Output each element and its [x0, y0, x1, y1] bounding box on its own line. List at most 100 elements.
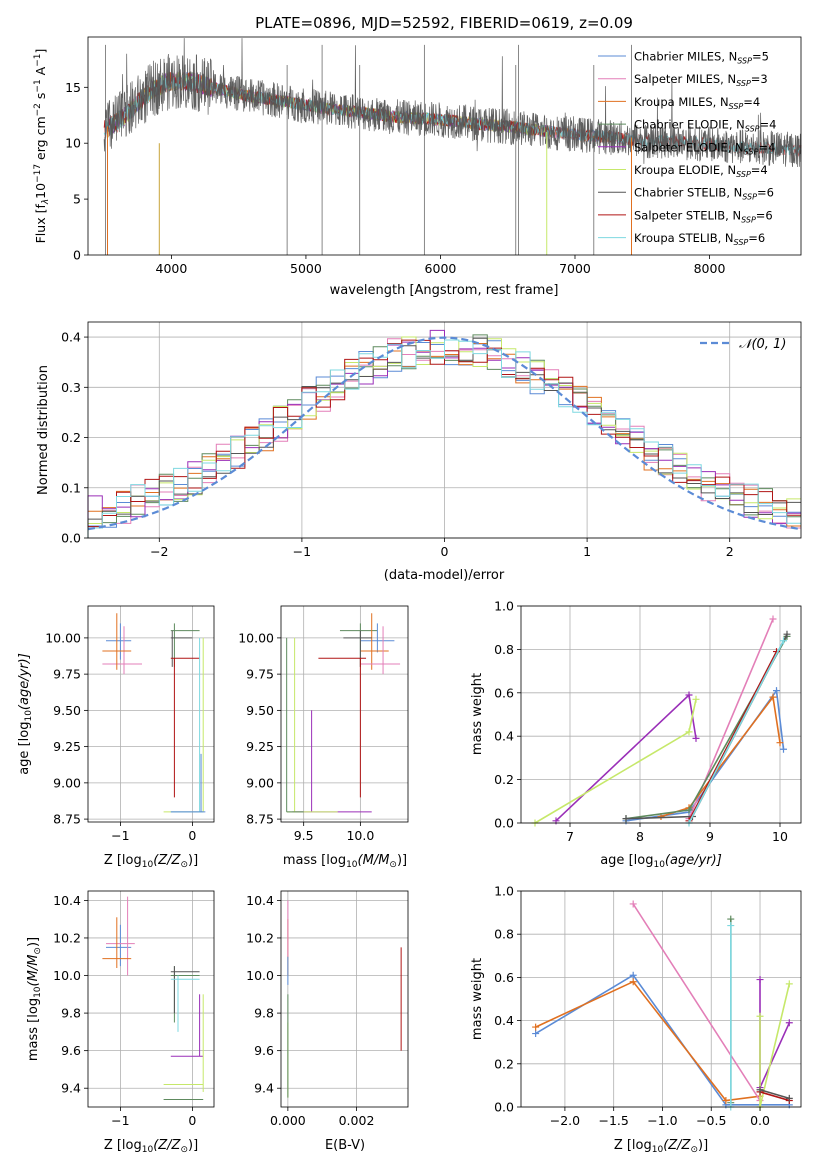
- weight-age-frame: [520, 605, 802, 824]
- y-tick-label: 0: [73, 248, 81, 263]
- y-tick-label: 10.2: [53, 930, 81, 945]
- weight-marker: [785, 1019, 793, 1027]
- legend-count: =6: [748, 231, 765, 245]
- y-tick-label: 9.00: [53, 775, 81, 790]
- x-tick-label: 0.000: [270, 1113, 306, 1128]
- x-tick-label: 0.0: [750, 1113, 770, 1128]
- spectrum-ylabel-exp3: −1: [33, 79, 43, 92]
- y-tick-label: 0.6: [494, 685, 514, 700]
- weight-marker: [532, 1023, 540, 1031]
- spectrum-ylabel-close: ]: [33, 49, 48, 54]
- weight-marker: [756, 1086, 764, 1094]
- weight-marker: [785, 980, 793, 988]
- y-tick-label: 0.3: [61, 380, 81, 395]
- age-mass-frame: [280, 605, 409, 823]
- histogram-step-8: [87, 339, 801, 538]
- age-mass-ticks: 9.5 10.0 8.75 9.00 9.25 9.50 9.75 10.00: [238, 630, 374, 843]
- histogram-steps: [87, 329, 801, 538]
- legend-sub: SSP: [737, 57, 752, 66]
- y-tick-label: 8.75: [246, 812, 274, 827]
- x-tick-label: 8000: [694, 261, 726, 276]
- x-tick-label: 10.0: [346, 828, 374, 843]
- y-tick-label: 0.0: [494, 816, 514, 831]
- x-tick-label: 0.002: [339, 1113, 375, 1128]
- legend-count: =6: [756, 208, 773, 222]
- weight-marker: [629, 900, 637, 908]
- weight-line-8: [759, 1088, 790, 1100]
- x-tick-label: −1: [111, 1113, 129, 1128]
- weight-marker: [685, 806, 693, 814]
- mass-z-grid: [88, 891, 214, 1107]
- weight-marker: [756, 976, 764, 984]
- y-tick-label: 10: [65, 136, 81, 151]
- legend-sub: SSP: [729, 102, 744, 111]
- x-tick-label: 4000: [156, 261, 188, 276]
- weight-z-ticks: −2.0 −1.5 −1.0 −0.5 0.0 0.0 0.2 0.4 0.6 0.8 1.0: [494, 884, 770, 1129]
- histogram-ylabel: Normed distribution: [36, 365, 51, 495]
- y-tick-label: 9.6: [61, 1043, 81, 1058]
- mass-z-errorbars: [102, 896, 204, 1100]
- weight-vs-metallicity-panel: −2.0 −1.5 −1.0 −0.5 0.0 0.0 0.2 0.4 0.6 0.8 1.0 Z …: [470, 884, 802, 1155]
- weight-z-ylabel: mass weight: [470, 958, 485, 1040]
- weight-line-5: [534, 699, 697, 824]
- weight-line-3: [625, 636, 788, 820]
- legend-count: =5: [752, 50, 769, 64]
- weight-marker: [785, 1094, 793, 1102]
- legend-sub: SSP: [734, 238, 749, 247]
- weight-z-lines: [532, 900, 793, 1111]
- y-tick-label: 8.75: [53, 812, 81, 827]
- mass-ebv-xlabel: E(B-V): [325, 1138, 365, 1153]
- weight-line-7: [688, 651, 778, 822]
- spectrum-ylabel-part5: A: [33, 66, 48, 79]
- weight-vs-age-panel: 7 8 9 10 0.0 0.2 0.4 0.6 0.8 1.0 age [log10(age/y…: [470, 599, 802, 870]
- y-tick-label: 0.4: [494, 1013, 514, 1028]
- y-tick-label: 9.8: [61, 1006, 81, 1021]
- legend-label: Salpeter ELODIE, NSSP=4: [634, 140, 775, 156]
- x-tick-label: −1.5: [599, 1113, 629, 1128]
- legend-label-text: Chabrier ELODIE, N: [634, 118, 745, 132]
- legend-label: Salpeter STELIB, NSSP=6: [634, 208, 773, 224]
- y-tick-label: 9.25: [53, 739, 81, 754]
- y-tick-label: 9.4: [61, 1081, 81, 1096]
- mass-z-ylabel: mass [log10(M/M⊙)]: [26, 937, 43, 1061]
- y-tick-label: 9.00: [246, 775, 274, 790]
- y-tick-label: 9.6: [254, 1043, 274, 1058]
- age-z-ylabel: age [log10(age/yr)]: [17, 653, 34, 775]
- y-tick-label: 0.2: [494, 1056, 514, 1071]
- weight-age-xlabel: age [log10(age/yr)]: [600, 853, 722, 870]
- legend-label-text: Kroupa STELIB, N: [634, 231, 734, 245]
- spectrum-ylabel-exp4: −1: [33, 54, 43, 67]
- x-tick-label: 9.5: [294, 828, 314, 843]
- weight-marker: [783, 630, 791, 638]
- weight-line-2: [632, 903, 761, 1101]
- weight-marker: [727, 922, 735, 930]
- mass-ebv-grid: [281, 891, 408, 1107]
- mass-vs-ebv-panel: 0.000 0.002 9.4 9.6 9.8 10.0 10.2 10.4 E(B-V): [246, 890, 409, 1153]
- spectrum-ylabel-part1: Flux [f: [33, 204, 48, 244]
- y-tick-label: 10.00: [238, 630, 274, 645]
- spectrum-ylabel-exp2: −2: [33, 103, 43, 116]
- y-tick-label: 9.25: [246, 739, 274, 754]
- x-tick-label: 10: [772, 829, 788, 844]
- mass-vs-metallicity-panel: −1 0 9.4 9.6 9.8 10.0 10.2 10.4 Z [log10(Z/Z⊙)]…: [26, 890, 215, 1155]
- legend-sub: SSP: [742, 193, 757, 202]
- mass-ebv-ticks: 0.000 0.002 9.4 9.6 9.8 10.0 10.2 10.4: [246, 893, 374, 1128]
- histogram-xlabel: (data-model)/error: [384, 568, 505, 583]
- y-tick-label: 0.2: [494, 772, 514, 787]
- spectrum-ticks: 4000 5000 6000 7000 8000 0 5 10 15: [65, 80, 725, 276]
- age-z-errorbars: [102, 613, 206, 813]
- mass-ebv-frame: [280, 890, 409, 1108]
- legend-label: Chabrier ELODIE, NSSP=4: [634, 118, 776, 134]
- residual-histogram-panel: −2 −1 0 1 2 0.0 0.1 0.2 0.3 0.4 (data-model)/erro…: [36, 321, 802, 583]
- y-tick-label: 9.8: [254, 1006, 274, 1021]
- spectrum-lines: [103, 38, 802, 255]
- legend-label-text: Kroupa MILES, N: [634, 95, 729, 109]
- legend-label: Kroupa ELODIE, NSSP=4: [634, 163, 768, 179]
- weight-marker: [685, 691, 693, 699]
- legend-count: =3: [751, 72, 768, 86]
- y-tick-label: 9.50: [246, 703, 274, 718]
- age-z-frame: [87, 605, 215, 823]
- y-tick-label: 9.50: [53, 703, 81, 718]
